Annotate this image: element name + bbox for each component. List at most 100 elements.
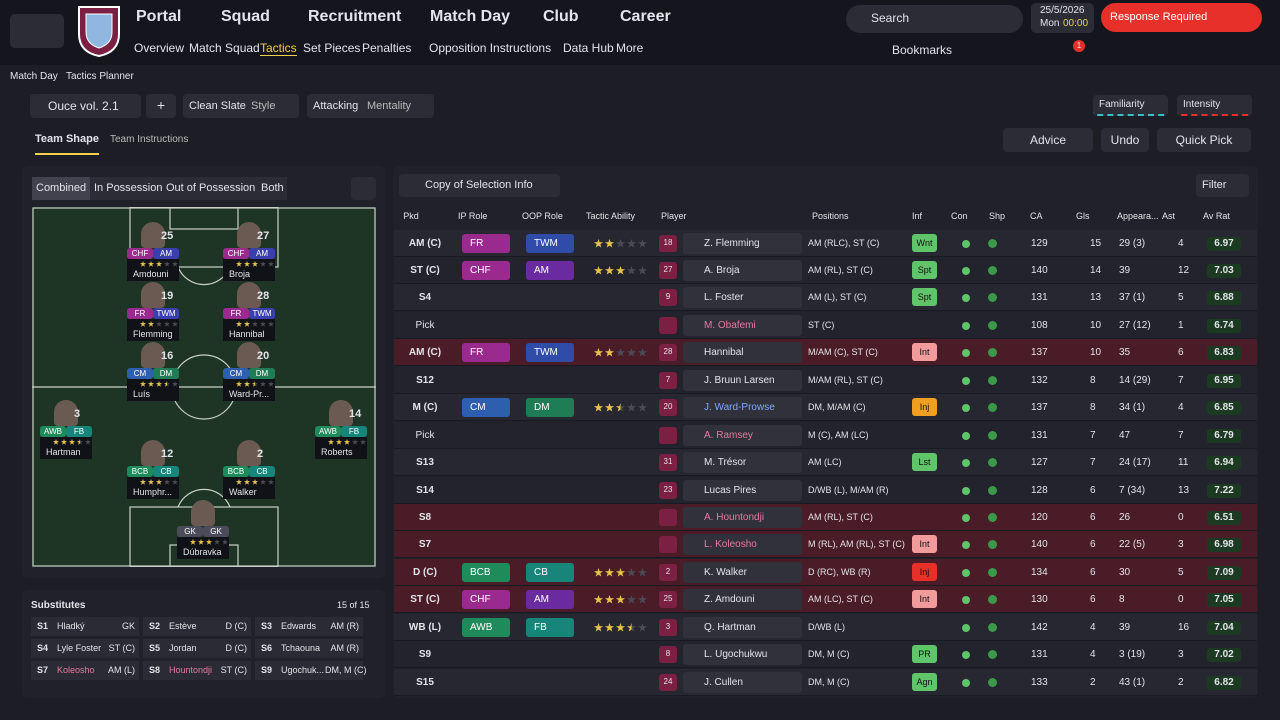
filter-button[interactable]: Filter: [1196, 174, 1249, 197]
pitch-filter[interactable]: In Possession: [90, 177, 162, 200]
ip-role[interactable]: CHF: [462, 260, 510, 280]
sub-row: [31, 617, 139, 636]
pitch-filter[interactable]: Out of Possession: [162, 177, 257, 200]
player-box[interactable]: [683, 232, 802, 254]
style-box[interactable]: [183, 94, 299, 118]
table-row: [394, 668, 1257, 696]
player-box[interactable]: [683, 452, 802, 474]
action-button[interactable]: Undo: [1101, 128, 1149, 152]
subnav-item[interactable]: Overview: [134, 41, 185, 55]
player-box[interactable]: [683, 259, 802, 281]
subnav-item[interactable]: Data Hub: [563, 41, 614, 55]
date-box: [1031, 3, 1094, 33]
stat-gls: 6: [1090, 539, 1096, 551]
ip-role[interactable]: AWB: [462, 617, 510, 637]
shirt: 28: [659, 344, 677, 362]
table-row: [394, 421, 1257, 449]
sharpness-icon: [988, 293, 997, 303]
oop-role[interactable]: TWM: [526, 343, 574, 363]
search-box[interactable]: [846, 5, 1023, 33]
tab[interactable]: Team Instructions: [110, 134, 189, 145]
player-box[interactable]: [683, 342, 802, 364]
ip-role[interactable]: BCB: [462, 562, 510, 582]
player-box[interactable]: [683, 644, 802, 666]
player-box[interactable]: [683, 589, 802, 611]
player-box[interactable]: [683, 671, 802, 693]
sharpness-icon: [988, 348, 997, 358]
player-box[interactable]: [683, 287, 802, 309]
sharpness-icon: [988, 567, 997, 577]
breadcrumb[interactable]: Match Day: [10, 71, 58, 82]
player-box[interactable]: [683, 314, 802, 336]
tactic-select[interactable]: Ouce vol. 2.1: [30, 94, 141, 118]
stat-gls: 13: [1090, 292, 1102, 304]
nav-item[interactable]: Portal: [136, 8, 182, 25]
sub-slot: S2: [149, 621, 161, 631]
pkd: S8: [418, 512, 432, 523]
pitch-filter[interactable]: Both: [257, 177, 287, 200]
ability-stars: [594, 622, 647, 632]
player-box[interactable]: [683, 397, 802, 419]
subnav-item[interactable]: More: [616, 41, 644, 55]
subnav-item[interactable]: Tactics: [260, 41, 297, 56]
subnav-item[interactable]: Match Squad: [189, 41, 260, 55]
tab[interactable]: Team Shape: [35, 133, 99, 155]
subnav-item[interactable]: Penalties: [362, 41, 412, 55]
stat-ast: 5: [1178, 566, 1184, 578]
player-box[interactable]: [683, 534, 802, 556]
ip-role: CHF: [223, 248, 249, 259]
history-buttons[interactable]: [10, 14, 64, 48]
stat-apps: 30: [1119, 566, 1131, 578]
condition-icon: [962, 623, 970, 632]
ip-role[interactable]: CHF: [462, 590, 510, 610]
time: 00:00: [1063, 18, 1089, 29]
oop-role[interactable]: AM: [526, 260, 574, 280]
oop-role[interactable]: TWM: [526, 233, 574, 253]
oop-role[interactable]: CB: [526, 562, 574, 582]
action-button[interactable]: Quick Pick: [1157, 128, 1251, 152]
player-photo: [237, 282, 261, 308]
ip-role[interactable]: CM: [462, 398, 510, 418]
subnav-item[interactable]: Set Pieces: [303, 41, 361, 55]
player-box[interactable]: [683, 561, 802, 583]
sub-name: Hountondji: [169, 665, 213, 675]
nav-item[interactable]: Career: [620, 8, 671, 25]
influence: Wnt: [912, 233, 937, 252]
player-box[interactable]: [683, 616, 802, 638]
nav-item[interactable]: Club: [543, 8, 579, 25]
collapse-button[interactable]: [351, 177, 376, 200]
player-box[interactable]: [683, 424, 802, 446]
nav-item[interactable]: Recruitment: [308, 8, 402, 25]
oop-role[interactable]: FB: [526, 617, 574, 637]
sharpness-icon: [988, 320, 997, 330]
sub-pos: GK: [121, 621, 135, 631]
table-row: [394, 449, 1257, 477]
copy-button[interactable]: Copy of Selection Info: [399, 174, 560, 197]
column-header: Shp: [989, 211, 1006, 221]
stat-ast: 1: [1178, 319, 1184, 331]
bookmarks[interactable]: Bookmarks: [892, 43, 953, 57]
player-box[interactable]: [683, 479, 802, 501]
sub-pos: AM (R): [330, 621, 360, 631]
shirt-number: 19: [161, 290, 174, 302]
add-tactic[interactable]: +: [146, 94, 176, 118]
action-button[interactable]: Advice: [1003, 128, 1093, 152]
sub-row: [255, 617, 363, 636]
ip-role[interactable]: FR: [462, 233, 510, 253]
nav-item[interactable]: Match Day: [430, 8, 511, 25]
player-name: L. Ugochukwu: [704, 649, 768, 661]
ip-role[interactable]: FR: [462, 343, 510, 363]
oop-role: TWM: [249, 308, 275, 319]
nav-item[interactable]: Squad: [221, 8, 270, 25]
player-photo: [237, 222, 261, 248]
alert-button[interactable]: [1101, 3, 1262, 32]
subnav-item[interactable]: Opposition Instructions: [429, 41, 552, 55]
stat-gls: 10: [1090, 319, 1102, 331]
oop-role[interactable]: AM: [526, 590, 574, 610]
mentality-box[interactable]: [307, 94, 434, 118]
mentality-value: Attacking: [313, 100, 359, 112]
player-box[interactable]: [683, 369, 802, 391]
pitch-filter[interactable]: Combined: [32, 177, 90, 200]
player-box[interactable]: [683, 507, 802, 528]
oop-role[interactable]: DM: [526, 398, 574, 418]
